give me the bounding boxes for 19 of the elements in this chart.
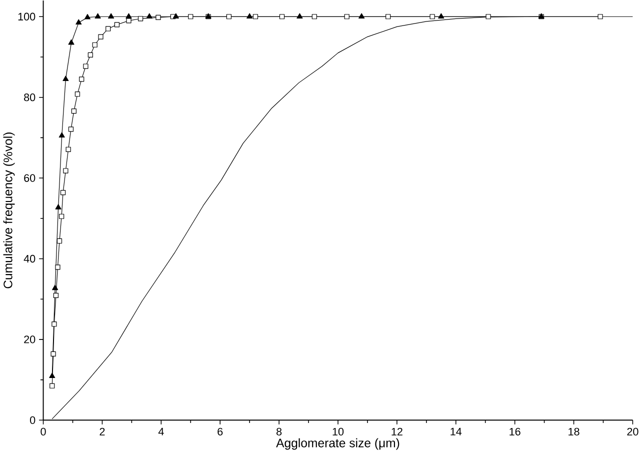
y-tick-label: 60 [24, 174, 36, 182]
y-tick-label: 80 [24, 94, 36, 102]
x-tick-label: 12 [392, 428, 402, 436]
y-axis-title: Cumulative frequency (%vol) [3, 132, 15, 288]
x-tick-label: 16 [510, 428, 520, 436]
x-tick-label: 8 [276, 428, 282, 436]
x-axis-title: Agglomerate size (μm) [276, 438, 400, 450]
x-tick-label: 4 [158, 428, 164, 436]
y-tick-label: 40 [24, 254, 36, 263]
x-tick-label: 6 [218, 428, 223, 436]
y-tick-label: 100 [18, 12, 36, 20]
x-tick-label: 18 [568, 428, 580, 436]
x-tick-label: 20 [627, 428, 638, 436]
x-tick-label: 10 [332, 428, 344, 436]
x-tick-label: 0 [40, 428, 46, 436]
y-tick-label: 20 [24, 336, 36, 344]
x-tick-label: 2 [100, 428, 105, 436]
y-tick-label: 0 [30, 416, 36, 424]
x-tick-label: 14 [450, 428, 462, 436]
